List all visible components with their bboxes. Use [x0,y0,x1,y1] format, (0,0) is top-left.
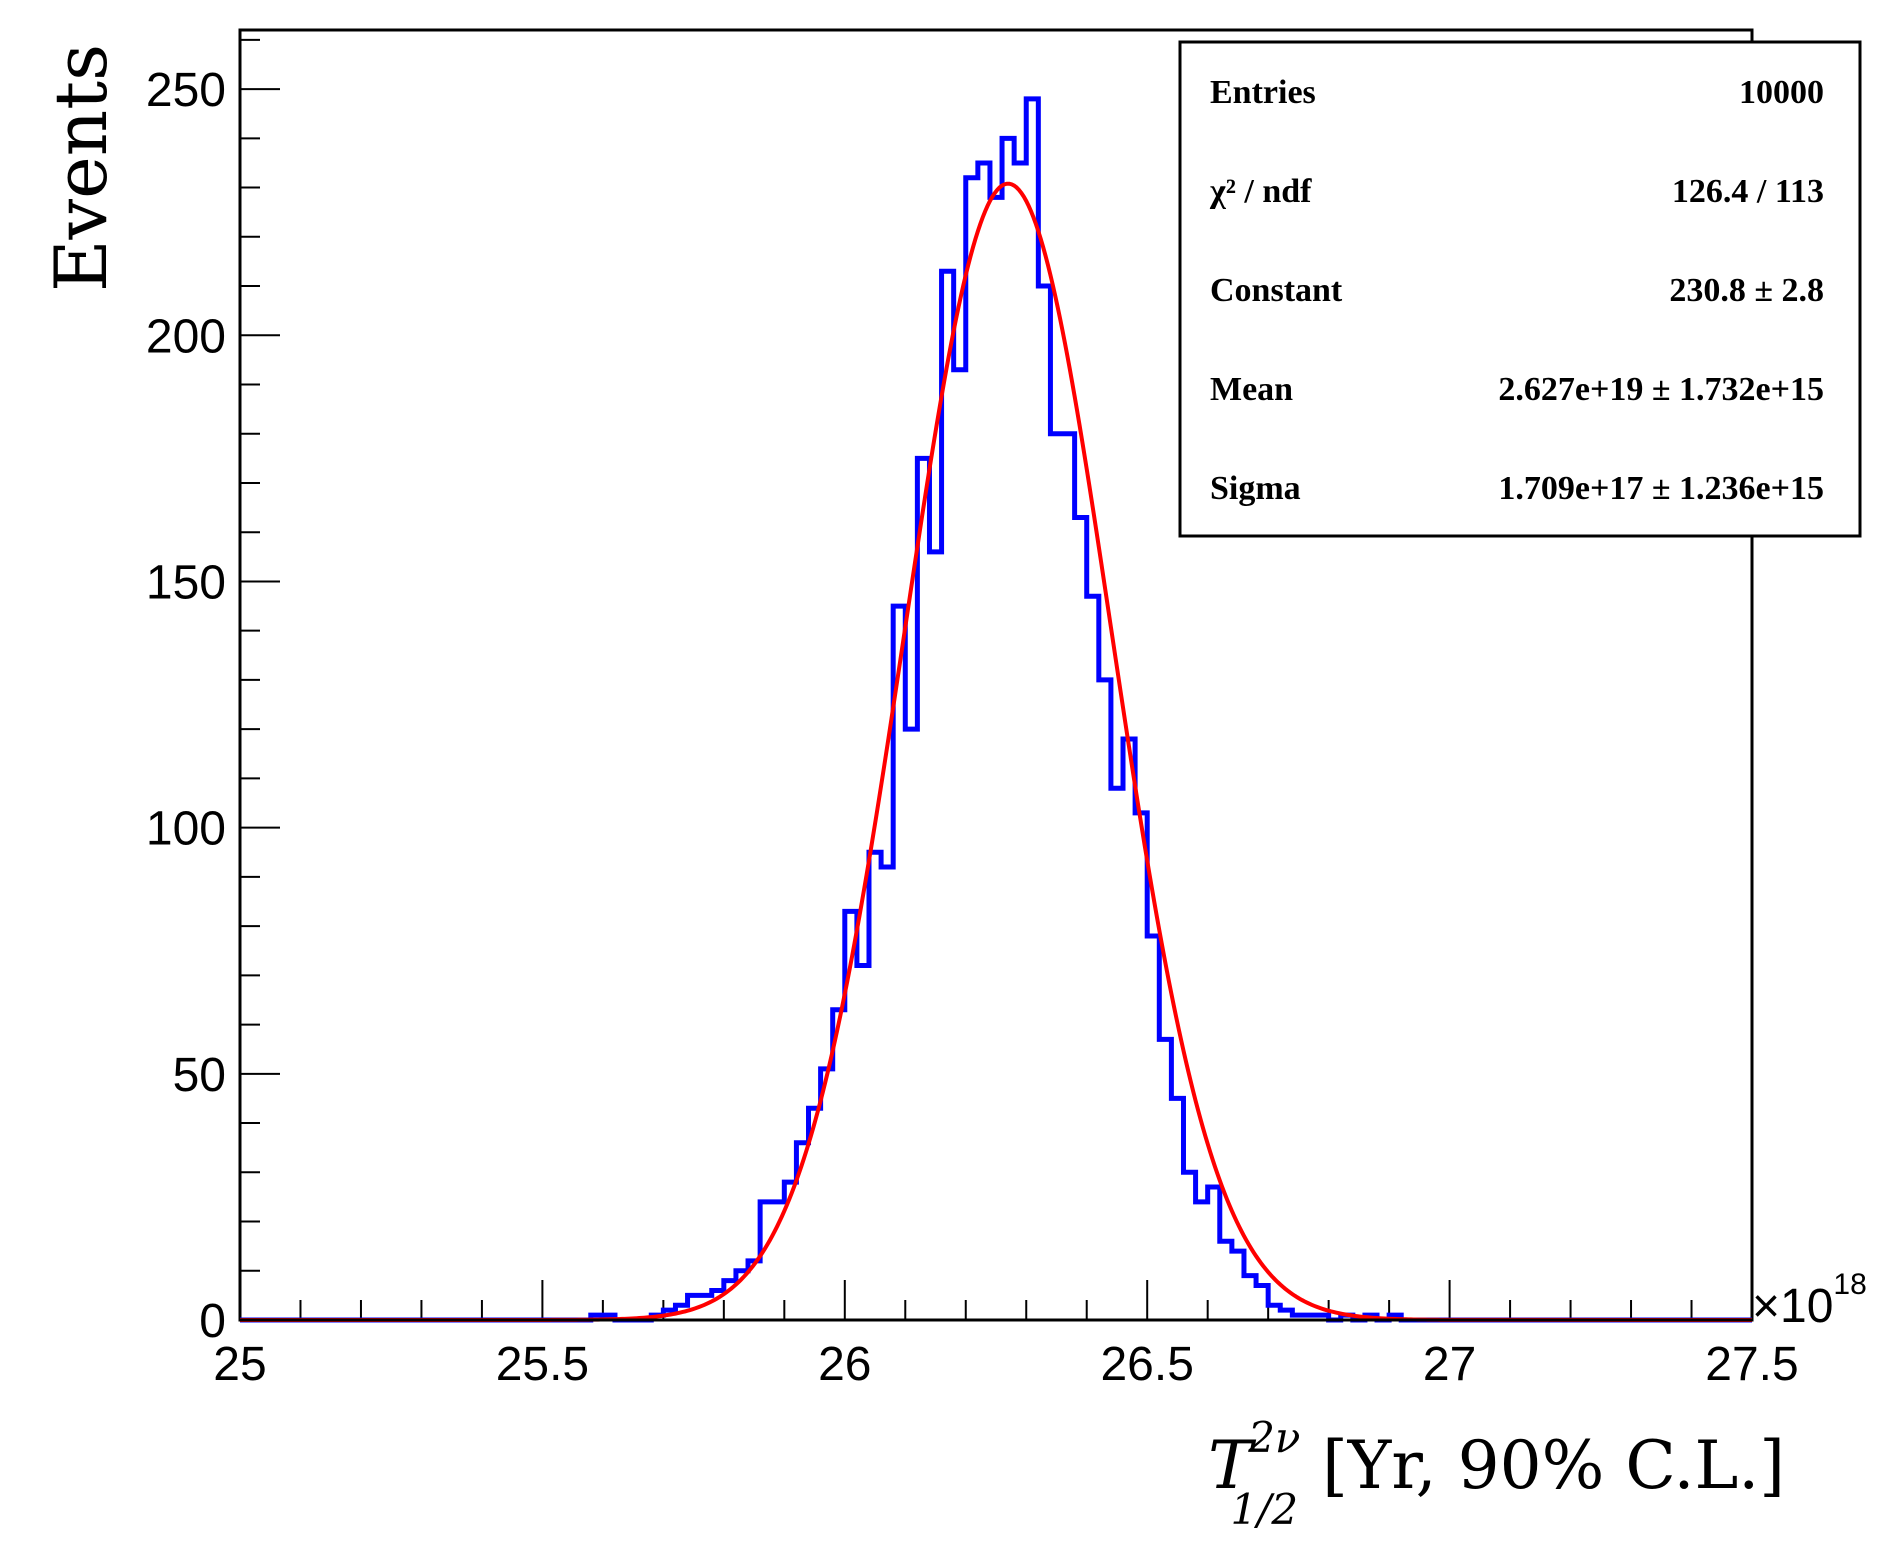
y-tick-label: 50 [173,1049,226,1102]
x-tick-label: 27.5 [1705,1338,1798,1391]
x-axis-label-subscript: 1/2 [1230,1485,1298,1534]
stats-row-value: 230.8 ± 2.8 [1669,272,1824,309]
histogram-bin [1111,788,1123,1320]
histogram-bin [954,370,966,1320]
x-tick-label: 26 [818,1338,871,1391]
histogram-bin [905,729,917,1320]
x-axis-multiplier-exponent: 18 [1833,1268,1866,1301]
x-axis-label: T2ν 1/2 [Yr, 90% C.L.] [1208,1413,1785,1534]
histogram-bin [881,867,893,1320]
y-tick-label: 250 [146,64,226,117]
y-tick-label: 100 [146,803,226,856]
x-tick-label: 27 [1423,1338,1476,1391]
y-axis-label: Events [39,44,123,292]
x-tick-label: 25 [213,1338,266,1391]
histogram-series [240,96,1752,1323]
x-tick-label: 26.5 [1100,1338,1193,1391]
x-axis-label-superscript: 2ν [1247,1413,1300,1462]
y-tick-label: 150 [146,556,226,609]
x-axis-label-symbol: T [1208,1427,1257,1504]
x-axis-ticks: 25 25.5 26 26.5 27 27.5 [213,1280,1799,1391]
stats-row-value: 2.627e+19 ± 1.732e+15 [1498,371,1824,408]
histogram-bin [1002,138,1014,1320]
stats-row-label: Sigma [1210,470,1301,507]
histogram-bin [1050,434,1062,1320]
stats-row-label: Constant [1210,272,1343,309]
y-axis-ticks: 0 50 100 150 200 250 [146,38,280,1348]
stats-box-frame [1178,40,1862,538]
histogram-bin [1014,163,1026,1320]
stats-row-label: Mean [1210,371,1293,408]
histogram-bin [1075,517,1087,1320]
histogram-bin [929,552,941,1320]
stats-row-value: 1.709e+17 ± 1.236e+15 [1498,470,1824,507]
stats-row-label: Entries [1210,74,1316,111]
histogram-bin [1196,1202,1208,1320]
histogram-bin [978,163,990,1320]
histogram-bin [1063,434,1075,1320]
histogram-bin [857,965,869,1320]
stats-row-label: χ² / ndf [1209,173,1312,210]
stats-row-value: 126.4 / 113 [1672,173,1824,210]
x-axis-multiplier: ×1018 [1752,1268,1867,1333]
histogram-bin [1087,596,1099,1320]
histogram-bin [1123,739,1135,1320]
y-tick-label: 200 [146,310,226,363]
x-axis-multiplier-base: ×10 [1752,1280,1833,1333]
stats-row-value: 10000 [1739,74,1824,111]
histogram-bin [990,197,1002,1320]
stats-box: Entries 10000 χ² / ndf 126.4 / 113 Constant 2… [1178,40,1862,538]
x-axis-label-text: [Yr, 90% C.L.] [1322,1427,1785,1504]
y-tick-label: 0 [199,1295,226,1348]
histogram-bin [1038,286,1050,1320]
x-tick-label: 25.5 [496,1338,589,1391]
